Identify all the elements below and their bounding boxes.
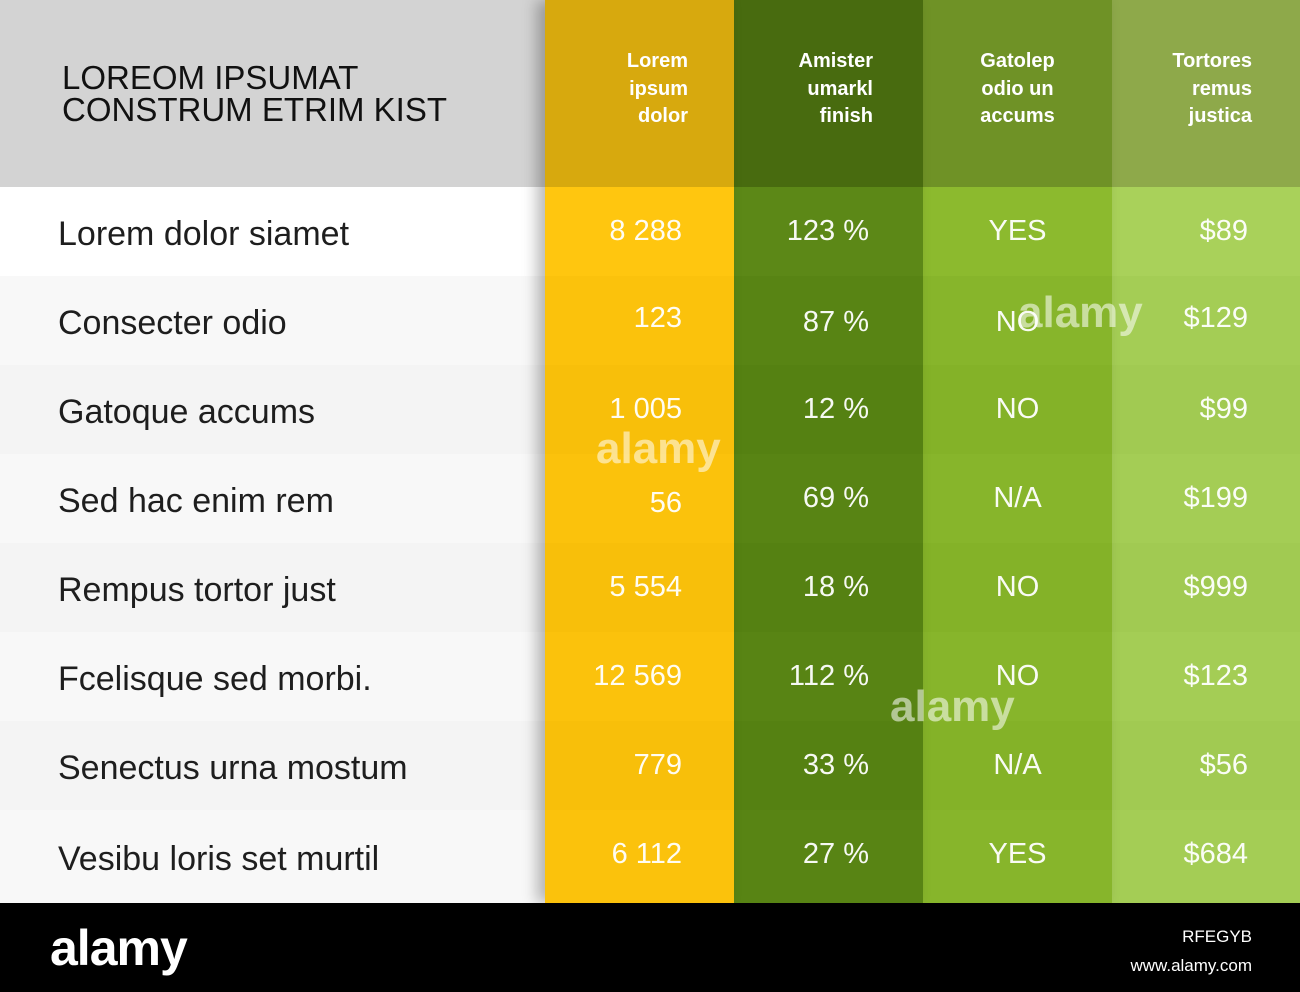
cell-value: NO: [995, 306, 1040, 338]
cell-value: 12 569: [593, 660, 682, 692]
cell-value: 779: [633, 749, 682, 781]
cell-value: N/A: [993, 482, 1042, 514]
cell-value: 8 288: [609, 215, 682, 247]
row-label: Fcelisque sed morbi.: [58, 660, 372, 698]
cell-value: 6 112: [611, 838, 682, 870]
footer-url: www.alamy.com: [1130, 956, 1252, 975]
column-amister: Amister umarkl finish 123 % 87 % 12 % 69…: [734, 0, 923, 903]
row-label: Gatoque accums: [58, 393, 316, 431]
column-header-label: Gatolep odio un accums: [923, 48, 1112, 131]
table-title-cell: LOREOM IPSUMAT CONSTRUM ETRIM KIST: [0, 0, 545, 187]
column-header-line: umarkl: [807, 77, 873, 100]
cell-value: NO: [995, 393, 1040, 425]
column-header: Lorem ipsum dolor: [545, 0, 734, 187]
column-lorem: Lorem ipsum dolor 8 288 123 1 005 56 5 5…: [545, 0, 734, 903]
column-header-line: accums: [980, 105, 1055, 127]
cell-value: N/A: [993, 749, 1042, 781]
image-id: RFEGYB: [1182, 927, 1252, 946]
cell-value: $123: [1183, 660, 1248, 692]
cell-value: $129: [1183, 302, 1248, 334]
row-label: Lorem dolor siamet: [58, 215, 350, 253]
column-header-line: dolor: [638, 105, 688, 127]
cell-value: YES: [988, 215, 1047, 247]
alamy-logo: alamy: [50, 920, 188, 976]
column-tortores: Tortores remus justica $89 $129 $99 $199…: [1112, 0, 1300, 903]
table-title-line: CONSTRUM ETRIM KIST: [62, 91, 447, 128]
table-row: Gatoque accums: [0, 365, 545, 454]
column-header-label: Amister umarkl finish: [743, 48, 873, 131]
row-label: Vesibu loris set murtil: [58, 840, 380, 878]
table-row: Sed hac enim rem: [0, 454, 545, 543]
cell-value: 69 %: [802, 482, 869, 514]
row-label: Sed hac enim rem: [58, 482, 334, 520]
table-row: Consecter odio: [0, 276, 545, 365]
table-row: Fcelisque sed morbi.: [0, 632, 545, 721]
table-row: Rempus tortor just: [0, 543, 545, 632]
cell-value: 18 %: [802, 571, 869, 603]
cell-value: YES: [988, 838, 1047, 870]
row-label: Rempus tortor just: [58, 571, 336, 609]
cell-value: $56: [1199, 749, 1248, 781]
column-header-line: finish: [819, 105, 873, 127]
table-title-line: LOREOM IPSUMAT: [62, 59, 359, 96]
column-header-line: Gatolep: [980, 50, 1055, 72]
column-header-line: ipsum: [629, 77, 688, 100]
table-row: Lorem dolor siamet: [0, 187, 545, 276]
cell-value: 56: [649, 487, 682, 519]
cell-value: 123: [633, 302, 682, 334]
cell-value: 112 %: [788, 660, 869, 692]
column-header-line: odio un: [981, 77, 1054, 100]
column-header-line: Amister: [798, 50, 873, 72]
cell-value: $999: [1183, 571, 1248, 603]
cell-value: 33 %: [802, 749, 869, 781]
column-header-line: Lorem: [626, 50, 688, 72]
column-header-label: Tortores remus justica: [1122, 48, 1252, 131]
column-header-line: Tortores: [1172, 50, 1252, 72]
cell-value: 27 %: [802, 838, 869, 870]
comparison-table: Lorem dolor siamet Consecter odio Gatoqu…: [0, 0, 1300, 903]
table-title: LOREOM IPSUMAT CONSTRUM ETRIM KIST: [62, 59, 447, 128]
column-header: Gatolep odio un accums: [923, 0, 1112, 187]
table-row: Vesibu loris set murtil: [0, 810, 545, 903]
column-header: Amister umarkl finish: [734, 0, 923, 187]
cell-value: NO: [995, 660, 1040, 692]
column-header: Tortores remus justica: [1112, 0, 1300, 187]
footer-bar: alamy RFEGYB www.alamy.com: [0, 903, 1300, 992]
column-header-line: remus: [1191, 77, 1252, 100]
cell-value: 12 %: [802, 393, 869, 425]
column-header-line: justica: [1188, 105, 1252, 127]
cell-value: $199: [1183, 482, 1248, 514]
cell-value: $684: [1183, 838, 1248, 870]
cell-value: NO: [995, 571, 1040, 603]
row-label: Senectus urna mostum: [58, 749, 408, 787]
cell-value: 87 %: [802, 306, 869, 338]
table-row: Senectus urna mostum: [0, 721, 545, 810]
column-header-label: Lorem ipsum dolor: [558, 48, 688, 131]
cell-value: $89: [1199, 215, 1248, 247]
cell-value: 1 005: [609, 393, 682, 425]
row-label: Consecter odio: [58, 304, 287, 342]
cell-value: 123 %: [786, 215, 869, 247]
column-gatolep: Gatolep odio un accums YES NO NO N/A NO …: [923, 0, 1112, 903]
cell-value: 5 554: [609, 571, 682, 603]
cell-value: $99: [1199, 393, 1248, 425]
